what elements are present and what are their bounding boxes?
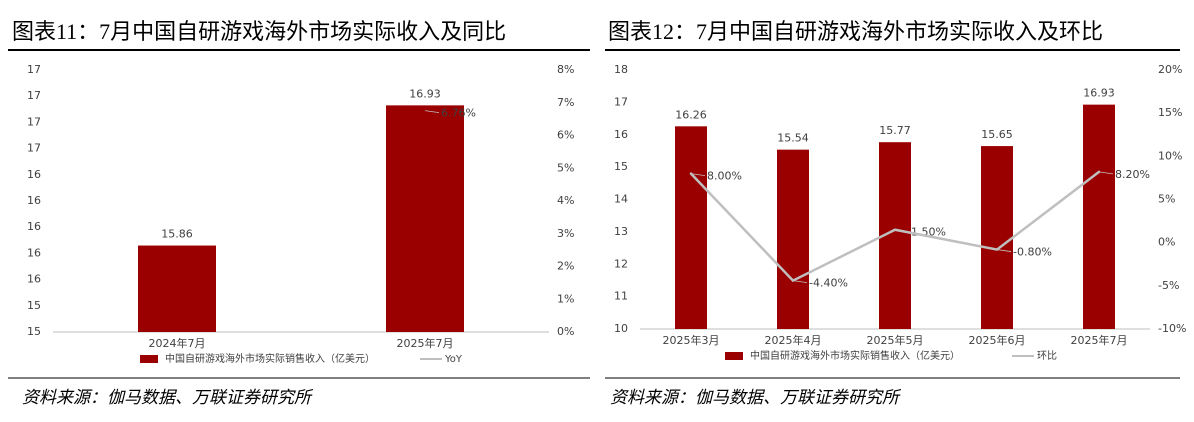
data-label: 15.77 — [879, 124, 911, 137]
tick-label: 11 — [614, 290, 628, 303]
tick-label: 16 — [27, 168, 41, 181]
x-tick-label: 2025年7月 — [397, 336, 454, 350]
bar — [1083, 104, 1115, 329]
bar — [386, 105, 464, 333]
data-label: 15.54 — [777, 132, 809, 145]
tick-label: 17 — [27, 115, 41, 128]
tick-label: 13 — [614, 225, 628, 238]
tick-label: 16 — [27, 194, 41, 207]
bar — [981, 146, 1013, 329]
tick-label: 0% — [1158, 236, 1175, 249]
x-tick-label: 2025年6月 — [969, 333, 1026, 347]
tick-label: 10 — [614, 322, 628, 335]
chart-title: 图表12：7月中国自研游戏海外市场实际收入及环比 — [608, 19, 1103, 44]
legend-swatch — [140, 355, 158, 363]
label-leader — [424, 110, 440, 114]
x-tick-label: 2025年7月 — [1071, 333, 1128, 347]
tick-label: 5% — [1158, 193, 1175, 206]
data-label: 8.00% — [707, 170, 742, 183]
tick-label: 15 — [27, 299, 41, 312]
tick-label: 17 — [27, 142, 41, 155]
chart-title: 图表11：7月中国自研游戏海外市场实际收入及同比 — [12, 19, 506, 44]
data-label: 16.93 — [1083, 87, 1115, 100]
x-tick-label: 2025年5月 — [867, 333, 924, 347]
legend-label: 环比 — [1037, 350, 1057, 362]
legend-label: YoY — [444, 354, 463, 365]
tick-label: 7% — [557, 96, 574, 109]
label-leader — [792, 280, 808, 284]
bar — [777, 149, 809, 329]
label-leader — [690, 173, 706, 176]
data-label: 15.65 — [981, 128, 1013, 141]
legend-label: 中国自研游戏海外市场实际销售收入（亿美元） — [165, 352, 375, 365]
bar — [138, 245, 216, 332]
tick-label: 5% — [557, 161, 574, 174]
bar — [675, 126, 707, 330]
legend-label: 中国自研游戏海外市场实际销售收入（亿美元） — [750, 349, 960, 362]
tick-label: 10% — [1158, 149, 1182, 162]
tick-label: 17 — [27, 63, 41, 76]
tick-label: 4% — [557, 194, 574, 207]
tick-label: 1% — [557, 292, 574, 305]
tick-label: 17 — [27, 89, 41, 102]
tick-label: 14 — [614, 193, 628, 206]
tick-label: -5% — [1158, 279, 1179, 292]
data-label: -4.40% — [809, 277, 848, 290]
tick-label: 16 — [27, 220, 41, 233]
legend-swatch — [725, 352, 743, 360]
data-label: 8.20% — [1115, 168, 1150, 181]
tick-label: 0% — [557, 325, 574, 338]
tick-label: 12 — [614, 257, 628, 270]
tick-label: 15 — [614, 160, 628, 173]
data-label: 16.93 — [409, 87, 441, 100]
data-label: -0.80% — [1013, 246, 1052, 259]
tick-label: 15% — [1158, 106, 1182, 119]
line — [689, 170, 1101, 283]
tick-label: 16 — [614, 128, 628, 141]
tick-label: 15 — [27, 325, 41, 338]
tick-label: 16 — [27, 246, 41, 259]
data-label: 15.86 — [161, 228, 193, 241]
tick-label: 6% — [557, 129, 574, 142]
source: 资料来源：伽马数据、万联证券研究所 — [610, 388, 902, 407]
tick-label: 8% — [557, 63, 574, 76]
tick-label: 20% — [1158, 63, 1182, 76]
source: 资料来源：伽马数据、万联证券研究所 — [22, 388, 314, 407]
tick-label: -10% — [1158, 322, 1186, 335]
x-tick-label: 2024年7月 — [149, 336, 206, 350]
tick-label: 17 — [614, 95, 628, 108]
data-label: 16.26 — [675, 108, 707, 121]
x-tick-label: 2025年3月 — [663, 333, 720, 347]
tick-label: 2% — [557, 260, 574, 273]
label-leader — [1098, 171, 1114, 175]
tick-label: 16 — [27, 273, 41, 286]
x-tick-label: 2025年4月 — [765, 333, 822, 347]
data-label: 6.76% — [441, 107, 476, 120]
tick-label: 18 — [614, 63, 628, 76]
label-leader — [996, 249, 1012, 252]
tick-label: 3% — [557, 227, 574, 240]
